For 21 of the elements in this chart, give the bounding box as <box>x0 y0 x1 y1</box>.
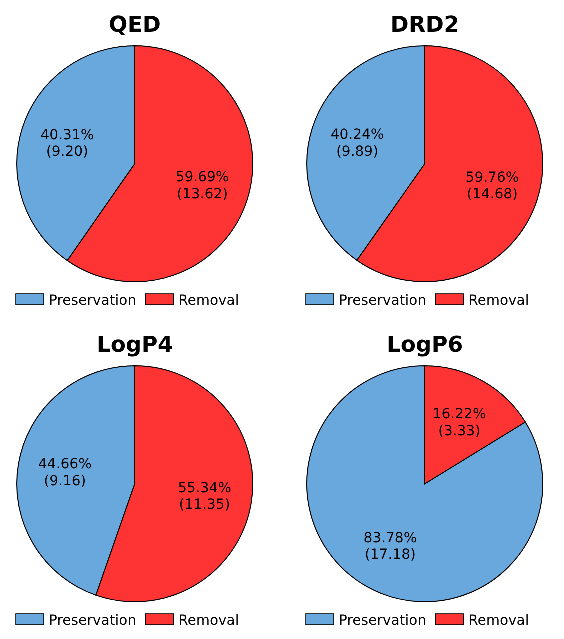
data-label: 59.69% (13.62) <box>176 170 230 203</box>
legend-label: Removal <box>468 293 530 309</box>
chart-title: QED <box>109 13 161 38</box>
data-label: 83.78% (17.18) <box>364 530 418 564</box>
legend-label: Removal <box>178 293 240 309</box>
legend-label: Removal <box>178 613 240 629</box>
chart-title: DRD2 <box>390 13 460 38</box>
chart-title: LogP6 <box>386 333 464 358</box>
chart-title: LogP4 <box>96 333 174 358</box>
legend-label: Removal <box>468 613 530 629</box>
legend-label: Preservation <box>339 613 427 629</box>
data-label: 16.22% (3.33) <box>432 406 486 440</box>
pie-slice <box>306 366 544 602</box>
data-label: 40.24% (9.89) <box>330 127 384 160</box>
data-label: 40.31% (9.20) <box>40 127 94 160</box>
data-label: 44.66% (9.16) <box>38 456 92 490</box>
data-label: 59.76% (14.68) <box>466 170 520 203</box>
legend-label: Preservation <box>339 293 427 309</box>
legend-label: Preservation <box>49 293 137 309</box>
legend-label: Preservation <box>49 613 137 629</box>
data-label: 55.34% (11.35) <box>178 480 232 514</box>
